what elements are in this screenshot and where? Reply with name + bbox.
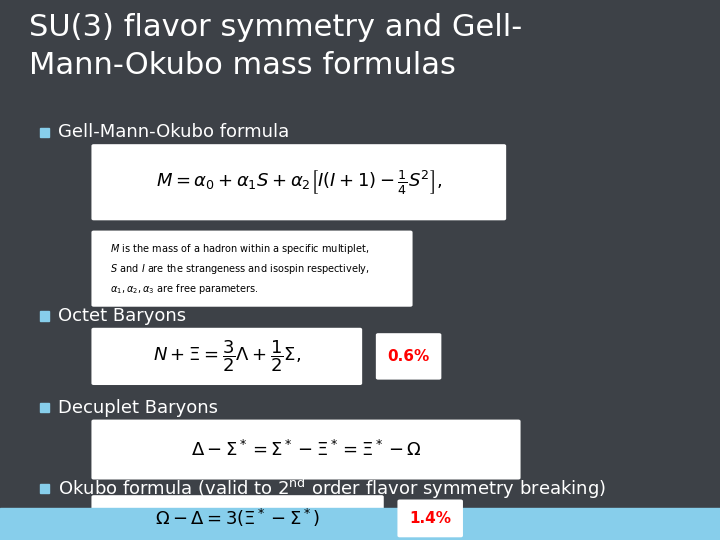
Bar: [40, 311, 49, 321]
FancyBboxPatch shape: [91, 495, 384, 540]
FancyBboxPatch shape: [376, 333, 441, 380]
Text: SU(3) flavor symmetry and Gell-: SU(3) flavor symmetry and Gell-: [29, 14, 522, 43]
Text: $\Delta - \Sigma^* = \Sigma^* - \Xi^* = \Xi^* - \Omega$: $\Delta - \Sigma^* = \Sigma^* - \Xi^* = …: [191, 440, 421, 460]
Text: Gell-Mann-Okubo formula: Gell-Mann-Okubo formula: [58, 123, 289, 141]
Bar: [40, 484, 49, 494]
FancyBboxPatch shape: [91, 420, 521, 480]
FancyBboxPatch shape: [397, 500, 463, 537]
FancyBboxPatch shape: [91, 231, 413, 307]
Text: $M = \alpha_0 + \alpha_1 S + \alpha_2 \left[ I(I+1) - \frac{1}{4}S^2 \right],$: $M = \alpha_0 + \alpha_1 S + \alpha_2 \l…: [156, 168, 442, 196]
Bar: [40, 403, 49, 413]
Text: $N + \Xi = \dfrac{3}{2}\Lambda + \dfrac{1}{2}\Sigma,$: $N + \Xi = \dfrac{3}{2}\Lambda + \dfrac{…: [153, 339, 301, 374]
FancyBboxPatch shape: [91, 144, 506, 220]
Bar: [40, 127, 49, 137]
Text: Octet Baryons: Octet Baryons: [58, 307, 186, 325]
Bar: [0, 508, 720, 540]
Text: Decuplet Baryons: Decuplet Baryons: [58, 399, 217, 417]
FancyBboxPatch shape: [91, 328, 362, 385]
Text: $M$ is the mass of a hadron within a specific multiplet,
   $S$ and $I$ are the : $M$ is the mass of a hadron within a spe…: [101, 242, 369, 296]
Text: 0.6%: 0.6%: [387, 349, 430, 364]
Text: Okubo formula (valid to 2$^{\mathregular{nd}}$ order flavor symmetry breaking): Okubo formula (valid to 2$^{\mathregular…: [58, 476, 606, 501]
Text: Mann-Okubo mass formulas: Mann-Okubo mass formulas: [29, 51, 456, 80]
Text: $\Omega - \Delta = 3(\Xi^* - \Sigma^*)$: $\Omega - \Delta = 3(\Xi^* - \Sigma^*)$: [156, 508, 320, 529]
Text: 1.4%: 1.4%: [409, 511, 451, 526]
